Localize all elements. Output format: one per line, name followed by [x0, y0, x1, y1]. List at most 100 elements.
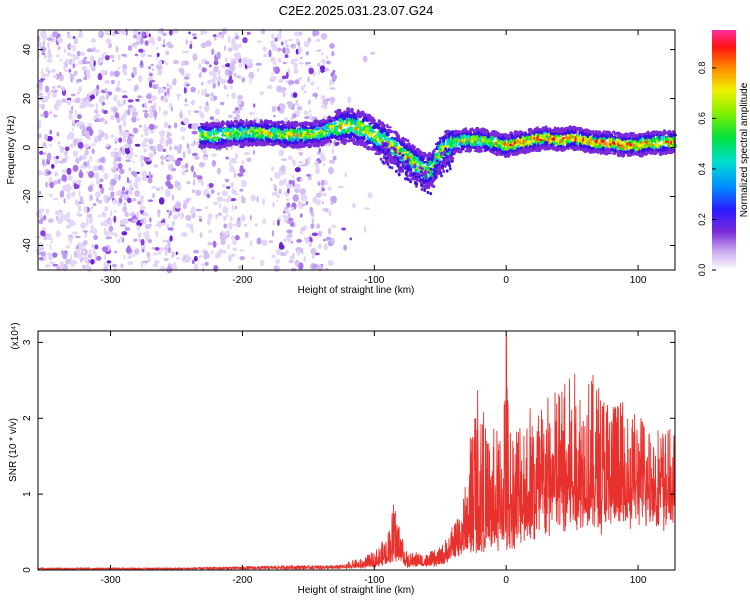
- spectrogram-noise-point: [284, 215, 289, 219]
- spectrogram-noise-point: [364, 207, 371, 210]
- spectrogram-noise-point: [138, 31, 141, 35]
- spectrogram-noise-point: [143, 148, 148, 153]
- spectrogram-noise-point: [200, 28, 204, 36]
- spectrogram-noise-point: [229, 165, 235, 173]
- spectrogram-signal-point: [316, 134, 319, 137]
- spectrogram-noise-point: [62, 252, 68, 260]
- spectrogram-signal-point: [429, 176, 432, 180]
- spectrogram-noise-point: [281, 158, 287, 162]
- spectrogram-noise-point: [168, 85, 173, 90]
- spectrogram-signal-point: [395, 142, 399, 146]
- spectrogram-noise-point: [76, 248, 81, 255]
- spectrogram-noise-point: [218, 34, 223, 38]
- spectrogram-noise-point: [87, 254, 93, 259]
- spectrogram-noise-point: [140, 245, 147, 249]
- spectrogram-noise-point: [198, 215, 202, 220]
- spectrogram-noise-point: [147, 199, 154, 202]
- spectrogram-noise-point: [211, 153, 218, 157]
- spectrogram-noise-point: [72, 164, 79, 172]
- spectrogram-noise-point: [105, 236, 112, 240]
- spectrogram-noise-point: [51, 164, 55, 169]
- spectrogram-noise-point: [307, 76, 310, 83]
- spectrogram-noise-point: [151, 193, 156, 199]
- spectrogram-noise-point: [40, 171, 44, 175]
- spectrogram-noise-point: [323, 238, 326, 242]
- spectrogram-signal-point: [330, 122, 333, 126]
- spectrogram-noise-point: [84, 231, 88, 238]
- spectrogram-noise-point: [347, 96, 352, 104]
- spectrogram-noise-point: [122, 205, 127, 213]
- spectrogram-noise-point: [222, 215, 227, 221]
- spectrogram-noise-point: [160, 222, 166, 226]
- spectrogram-noise-point: [139, 155, 143, 162]
- spectrogram-noise-point: [169, 210, 173, 217]
- spectrogram-noise-point: [164, 139, 168, 146]
- spectrogram-signal-point: [319, 137, 322, 142]
- spectrogram-noise-point: [312, 92, 318, 98]
- spectrogram-noise-point: [281, 75, 287, 80]
- spectrogram-noise-point: [80, 222, 87, 229]
- spectrogram-noise-point: [119, 168, 125, 175]
- spectrogram-signal-point: [423, 160, 427, 164]
- spectrogram-noise-point: [102, 246, 108, 253]
- spectrogram-noise-point: [183, 103, 189, 107]
- spectrogram-noise-point: [242, 37, 248, 44]
- spectrogram-noise-point: [137, 95, 143, 98]
- spectrogram-signal-point: [364, 113, 367, 116]
- spectrogram-noise-point: [285, 198, 290, 201]
- spectrogram-noise-point: [343, 244, 347, 251]
- spectrogram-noise-point: [190, 143, 195, 147]
- spectrogram-noise-point: [81, 101, 88, 109]
- spectrogram-noise-point: [108, 186, 115, 191]
- spectrogram-noise-point: [262, 218, 267, 225]
- spectrogram-signal-band: [197, 107, 677, 196]
- spectrogram-noise-point: [193, 155, 200, 160]
- spectrogram-noise-point: [310, 81, 315, 86]
- spectrogram-noise-point: [180, 127, 186, 132]
- spectrogram-noise-point: [305, 61, 311, 65]
- spectrogram-noise-point: [162, 239, 168, 243]
- spectrogram-noise-point: [149, 146, 156, 152]
- spectrogram-signal-point: [603, 140, 607, 143]
- spectrogram-noise-point: [189, 40, 193, 44]
- spectrogram-noise-point: [181, 170, 186, 176]
- spectrogram-noise-point: [131, 210, 134, 214]
- spectrogram-signal-point: [276, 120, 281, 125]
- spectrogram-noise-point: [183, 86, 187, 94]
- spectrogram-signal-point: [268, 131, 272, 136]
- spectrogram-noise-point: [189, 101, 195, 104]
- spectrogram-noise-point: [205, 40, 212, 47]
- spectrogram-noise-point: [297, 262, 304, 270]
- spectrogram-noise-point: [235, 55, 241, 58]
- spectrogram-noise-point: [131, 116, 137, 123]
- spectrogram-noise-point: [49, 181, 54, 189]
- spectrogram-noise-point: [293, 62, 298, 69]
- spectrogram-noise-point: [95, 49, 100, 53]
- spectrogram-noise-point: [166, 174, 171, 181]
- spectrogram-noise-point: [98, 199, 103, 204]
- spectrogram-noise-point: [303, 225, 308, 231]
- spectrogram-signal-point: [212, 126, 215, 129]
- spectrogram-noise-point: [58, 144, 62, 148]
- spectrogram-noise-point: [294, 259, 300, 267]
- spectrogram-signal-point: [260, 120, 264, 125]
- spectrogram-noise-point: [303, 237, 310, 241]
- spectrogram-noise-point: [126, 78, 133, 81]
- spectrogram-noise-point: [162, 96, 168, 103]
- spectrogram-noise-point: [80, 258, 83, 263]
- spectrogram-noise-point: [136, 211, 140, 219]
- spectrogram-noise-point: [49, 144, 52, 147]
- spectrogram-noise-point: [64, 69, 69, 72]
- spectrogram-noise-point: [303, 40, 310, 48]
- spectrogram-noise-point: [311, 253, 315, 259]
- spectrogram-signal-point: [354, 115, 358, 121]
- spectrogram-noise-point: [69, 238, 72, 245]
- spectrogram-noise-point: [67, 211, 70, 219]
- spectrogram-noise-point: [88, 249, 92, 255]
- spectrogram-noise-point: [121, 186, 126, 192]
- spectrogram-signal-point: [336, 138, 342, 141]
- spectrogram-noise-point: [178, 210, 181, 215]
- spectrogram-noise-point: [311, 217, 314, 225]
- spectrogram-noise-point: [144, 132, 149, 136]
- spectrogram-noise-point: [315, 167, 320, 175]
